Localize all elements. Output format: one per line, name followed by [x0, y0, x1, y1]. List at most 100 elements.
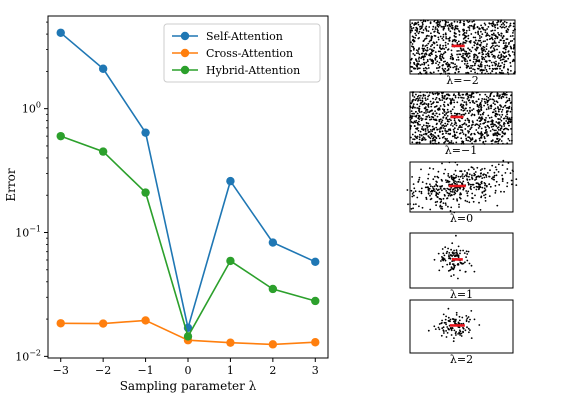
- scatter-point: [513, 22, 515, 25]
- data-point: [98, 319, 108, 328]
- scatter-point: [474, 62, 476, 65]
- scatter-point: [501, 62, 504, 64]
- scatter-point: [450, 248, 452, 251]
- scatter-point: [510, 107, 513, 109]
- scatter-point: [469, 318, 471, 321]
- scatter-point: [431, 116, 434, 119]
- scatter-point: [451, 183, 454, 185]
- scatter-point: [482, 174, 485, 176]
- scatter-point: [438, 323, 441, 325]
- scatter-point: [509, 35, 512, 37]
- scatter-point: [448, 161, 451, 164]
- scatter-point: [499, 138, 501, 141]
- scatter-point: [504, 48, 507, 51]
- scatter-point: [418, 30, 421, 33]
- scatter-point: [470, 185, 472, 188]
- scatter-point: [435, 101, 438, 104]
- scatter-point: [501, 178, 504, 181]
- scatter-point: [447, 328, 450, 331]
- scatter-point: [447, 43, 449, 45]
- scatter-point: [421, 63, 423, 66]
- scatter-point: [493, 171, 496, 174]
- scatter-point: [483, 22, 486, 25]
- scatter-point: [498, 65, 501, 68]
- scatter-point: [459, 94, 461, 97]
- scatter-point: [486, 172, 489, 174]
- scatter-point: [412, 191, 415, 194]
- scatter-point: [416, 95, 419, 98]
- scatter-point: [457, 68, 460, 70]
- scatter-point: [501, 95, 504, 98]
- scatter-point: [497, 122, 499, 124]
- scatter-point: [506, 71, 509, 74]
- scatter-point: [448, 65, 450, 67]
- scatter-point: [457, 245, 460, 248]
- scatter-point: [497, 20, 500, 23]
- scatter-point: [442, 197, 445, 200]
- scatter-point: [493, 49, 496, 52]
- scatter-point: [470, 50, 473, 53]
- scatter-point: [455, 234, 457, 237]
- scatter-point: [503, 26, 506, 29]
- scatter-point: [497, 163, 500, 166]
- scatter-point: [420, 117, 422, 120]
- scatter-point: [484, 119, 486, 121]
- scatter-point: [418, 97, 421, 99]
- scatter-point: [445, 181, 448, 184]
- scatter-point: [466, 172, 469, 175]
- scatter-point: [509, 55, 512, 57]
- scatter-point: [442, 112, 444, 114]
- scatter-point: [409, 29, 412, 32]
- scatter-point: [431, 109, 433, 112]
- data-point: [268, 238, 278, 247]
- scatter-point: [462, 33, 465, 35]
- scatter-point: [486, 38, 489, 41]
- scatter-point: [495, 72, 497, 74]
- scatter-point: [456, 163, 459, 166]
- scatter-point: [424, 66, 427, 69]
- scatter-point: [446, 197, 448, 200]
- scatter-point: [502, 22, 505, 25]
- scatter-point: [453, 133, 456, 136]
- scatter-point: [438, 61, 441, 64]
- scatter-point: [416, 65, 418, 68]
- scatter-point: [429, 208, 432, 211]
- data-point: [98, 64, 108, 73]
- scatter-point: [444, 73, 447, 75]
- scatter-point: [513, 38, 515, 40]
- scatter-point: [506, 116, 509, 118]
- scatter-point: [485, 95, 488, 98]
- scatter-point: [432, 101, 435, 104]
- scatter-point: [430, 32, 432, 35]
- scatter-point: [435, 188, 438, 190]
- scatter-point: [481, 98, 484, 100]
- scatter-point: [436, 60, 439, 63]
- scatter-point: [483, 104, 485, 107]
- scatter-point: [441, 180, 443, 182]
- scatter-point: [473, 64, 476, 67]
- scatter-point: [463, 109, 466, 111]
- scatter-point: [490, 22, 493, 25]
- scatter-point: [451, 242, 454, 245]
- scatter-point: [451, 108, 454, 111]
- scatter-point: [505, 120, 508, 122]
- scatter-point: [477, 113, 480, 115]
- scatter-point: [496, 204, 499, 207]
- scatter-point: [428, 54, 430, 56]
- scatter-point: [475, 60, 478, 63]
- scatter-point: [487, 52, 490, 55]
- scatter-point: [456, 136, 459, 139]
- scatter-point: [464, 112, 467, 115]
- scatter-point: [424, 20, 427, 23]
- scatter-point: [465, 190, 468, 192]
- scatter-point: [427, 104, 429, 107]
- scatter-point: [484, 93, 487, 96]
- scatter-point: [456, 53, 458, 56]
- scatter-point: [412, 203, 415, 206]
- scatter-point: [471, 177, 474, 180]
- x-tick-label: 2: [269, 364, 276, 377]
- scatter-point: [434, 140, 437, 142]
- scatter-point: [475, 91, 478, 94]
- scatter-point: [464, 199, 467, 202]
- data-point: [311, 257, 320, 267]
